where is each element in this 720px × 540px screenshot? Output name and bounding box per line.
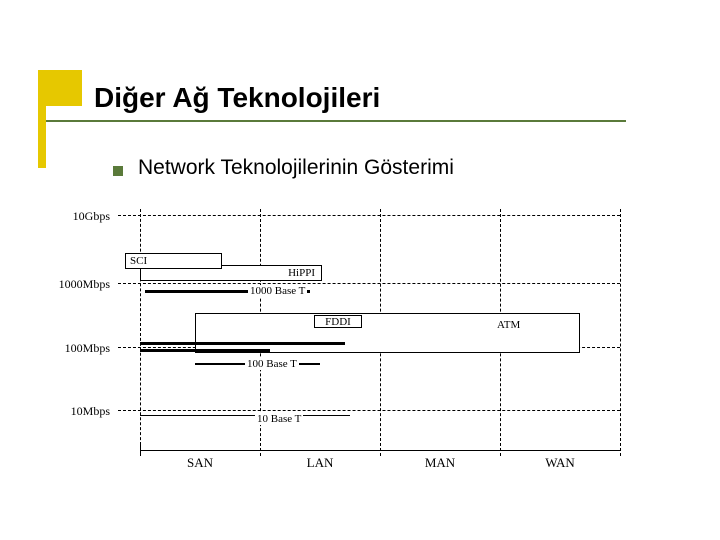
tech-sci-label: SCI xyxy=(130,255,147,267)
network-tech-chart: 10Gbps 1000Mbps 100Mbps 10Mbps SAN LAN M… xyxy=(40,215,680,475)
page-title: Diğer Ağ Teknolojileri xyxy=(94,82,380,114)
ytick-1000mbps: 1000Mbps xyxy=(40,277,110,292)
tech-hippi-label: HiPPI xyxy=(288,267,315,279)
grid-v-0 xyxy=(140,209,141,450)
tech-sci: SCI xyxy=(125,253,222,269)
title-underline xyxy=(46,120,626,122)
xtick-san: SAN xyxy=(140,455,260,471)
xtick-lan: LAN xyxy=(260,455,380,471)
xtick-wan: WAN xyxy=(500,455,620,471)
tech-10baset-bar xyxy=(140,415,350,416)
grid-h-1 xyxy=(118,283,620,284)
ytick-10gbps: 10Gbps xyxy=(40,209,110,224)
tech-100baset-label: 100 Base T xyxy=(245,358,299,370)
accent-box-top xyxy=(38,70,82,106)
tech-1000baset-label: 1000 Base T xyxy=(248,285,307,297)
grid-h-3 xyxy=(118,410,620,411)
xtick-man: MAN xyxy=(380,455,500,471)
grid-v-4 xyxy=(620,209,621,456)
tech-bar-a xyxy=(140,342,345,345)
ytick-10mbps: 10Mbps xyxy=(40,404,110,419)
tech-fddi-label: FDDI xyxy=(325,316,351,328)
tech-10baset-label: 10 Base T xyxy=(255,413,303,425)
page-subtitle: Network Teknolojilerinin Gösterimi xyxy=(138,156,454,180)
tech-atm-label: ATM xyxy=(495,319,522,331)
ytick-100mbps: 100Mbps xyxy=(40,341,110,356)
bullet-icon xyxy=(113,166,123,176)
grid-h-0 xyxy=(118,215,620,216)
tech-bar-b xyxy=(140,349,270,352)
accent-box-side xyxy=(38,106,46,168)
x-axis-line xyxy=(140,450,620,451)
tech-fddi-boxlet: FDDI xyxy=(314,315,362,328)
tech-fddi-atm-box xyxy=(195,313,580,353)
